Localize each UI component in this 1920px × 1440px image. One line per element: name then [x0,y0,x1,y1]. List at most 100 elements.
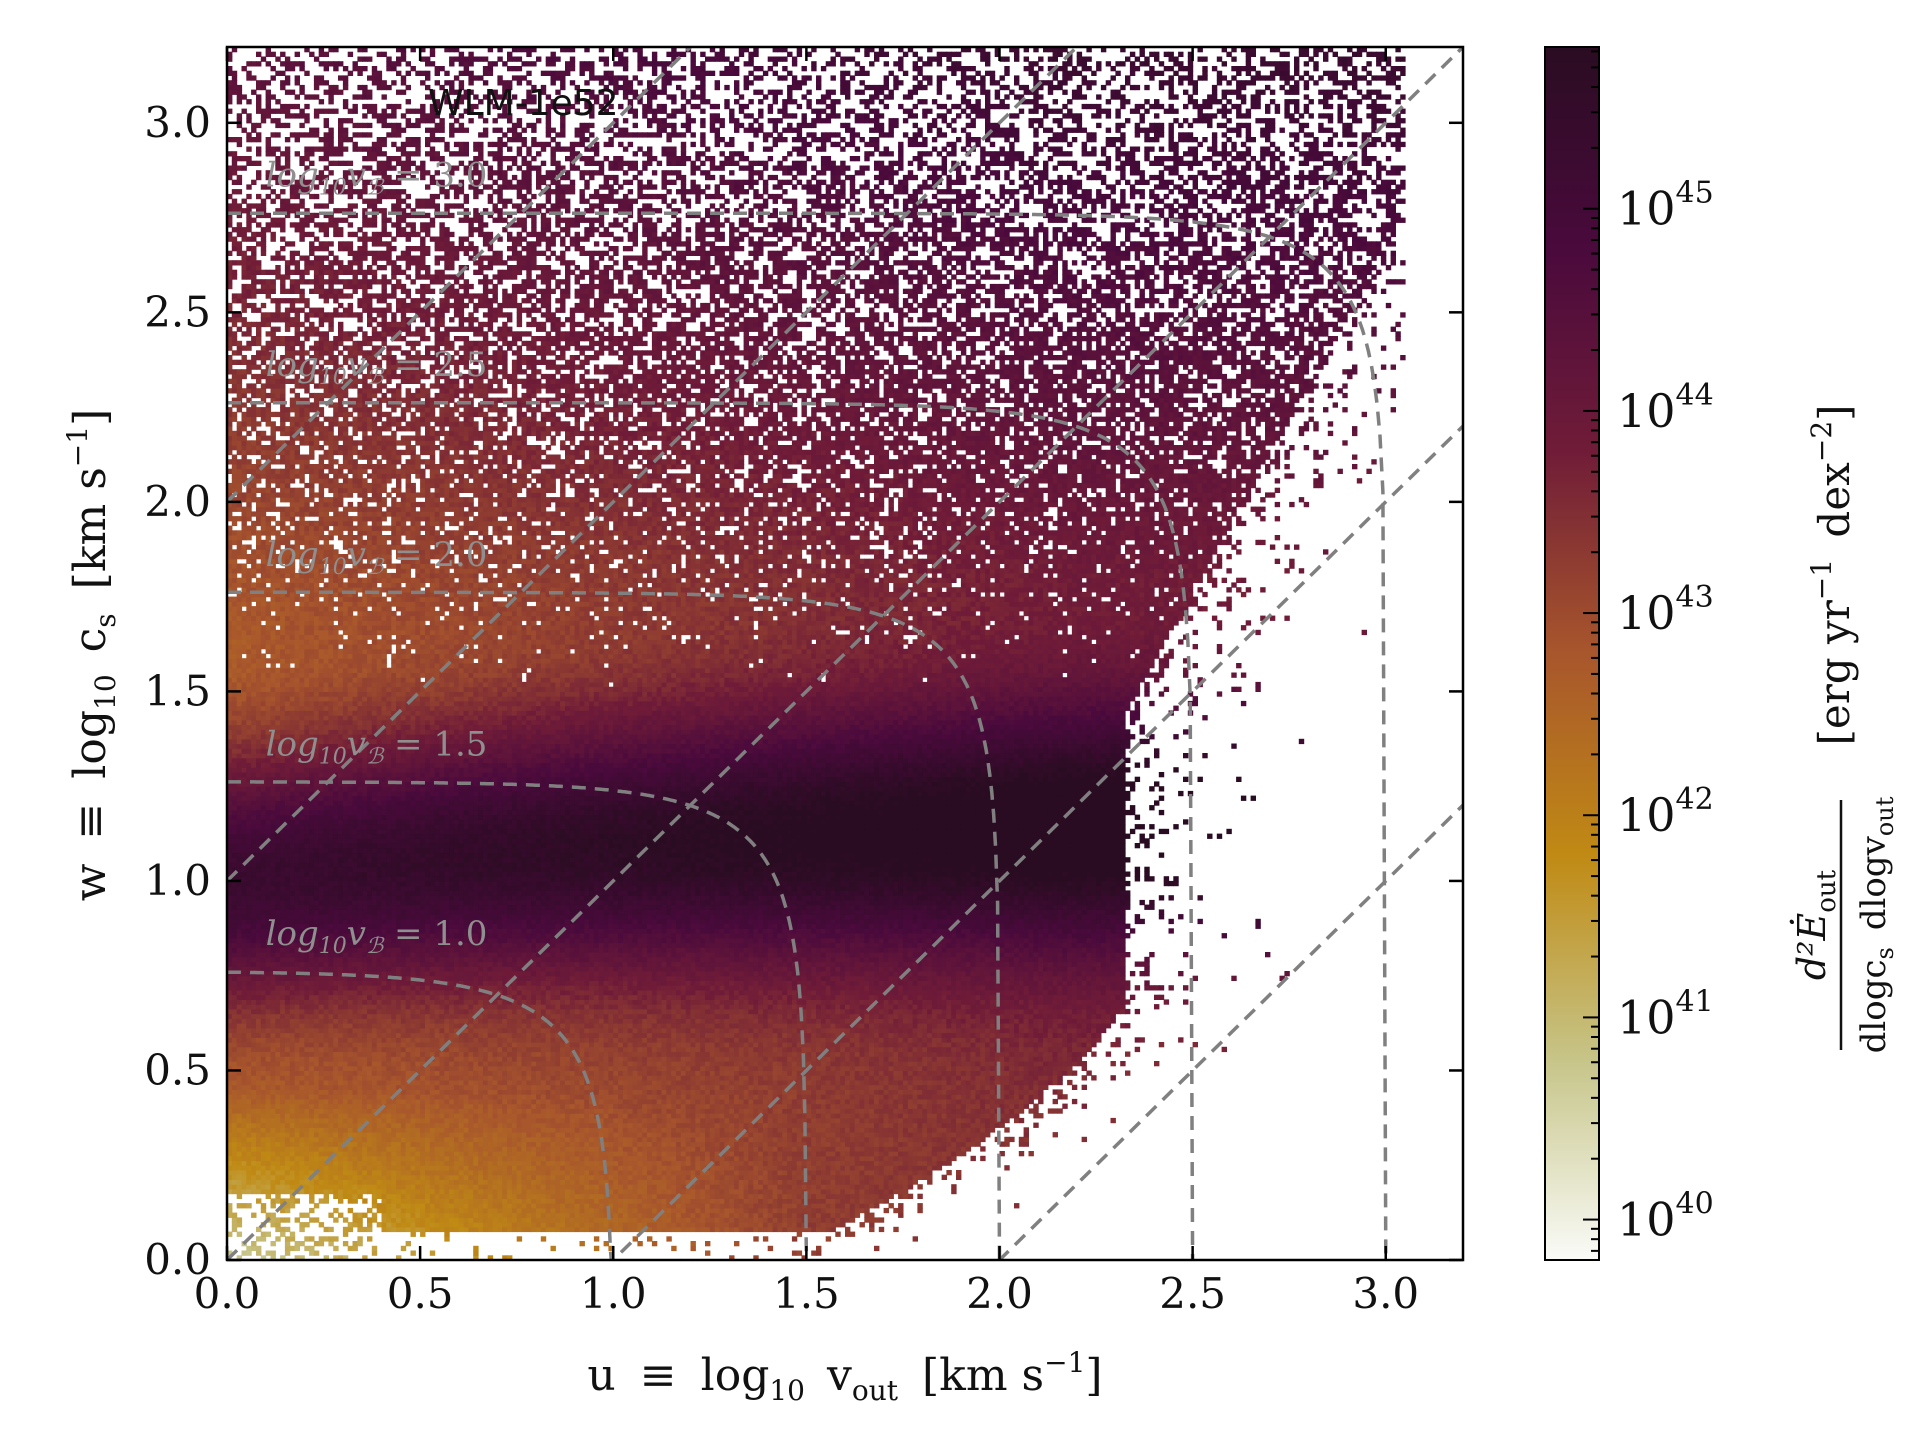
heatmap-cell [275,1080,280,1085]
heatmap-cell [295,962,300,967]
heatmap-cell [280,455,285,460]
heatmap-cell [242,1184,247,1189]
heatmap-cell [275,834,280,839]
heatmap-cell [237,824,242,829]
heatmap-cell [280,644,285,649]
heatmap-cell [266,1118,271,1123]
heatmap-cell [237,620,242,625]
heatmap-cell [285,843,290,848]
heatmap-cell [251,1123,256,1128]
heatmap-cell [261,232,266,237]
heatmap-cell [261,502,266,507]
heatmap-cell [285,1099,290,1104]
heatmap-cell [271,1014,276,1019]
heatmap-cell [242,687,247,692]
heatmap-cell [232,1165,237,1170]
heatmap-cell [251,1184,256,1189]
heatmap-cell [232,729,237,734]
heatmap-cell [290,1170,295,1175]
heatmap-cell [266,402,271,407]
heatmap-cell [251,957,256,962]
heatmap-cell [246,1132,251,1137]
heatmap-cell [271,1104,276,1109]
heatmap-cell [242,701,247,706]
heatmap-cell [246,284,251,289]
heatmap-cell [266,1194,271,1199]
heatmap-cell [232,1161,237,1166]
heatmap-cell [266,872,271,877]
heatmap-cell [271,94,276,99]
heatmap-cell [242,369,247,374]
heatmap-cell [299,1161,304,1166]
heatmap-cell [256,327,261,332]
heatmap-cell [295,455,300,460]
heatmap-cell [232,1227,237,1232]
heatmap-cell [232,85,237,90]
heatmap-cell [256,786,261,791]
heatmap-cell [261,1151,266,1156]
heatmap-cell [290,289,295,294]
heatmap-cell [285,673,290,678]
heatmap-cell [280,274,285,279]
heatmap-cell [237,1089,242,1094]
heatmap-cell [251,308,256,313]
heatmap-cell [275,109,280,114]
heatmap-cell [256,999,261,1004]
heatmap-cell [246,796,251,801]
heatmap-cell [299,962,304,967]
heatmap-cell [290,1080,295,1085]
heatmap-cell [251,928,256,933]
heatmap-cell [299,1165,304,1170]
heatmap-cell [285,66,290,71]
heatmap-cell [256,289,261,294]
heatmap-cell [242,758,247,763]
heatmap-cell [237,753,242,758]
heatmap-cell [246,943,251,948]
heatmap-cell [261,976,266,981]
heatmap-cell [266,824,271,829]
heatmap-cell [271,488,276,493]
heatmap-cell [285,1113,290,1118]
heatmap-cell [237,1232,242,1237]
heatmap-cell [232,417,237,422]
heatmap-cell [246,450,251,455]
heatmap-cell [246,431,251,436]
heatmap-cell [266,1156,271,1161]
heatmap-cell [290,1137,295,1142]
heatmap-cell [285,848,290,853]
heatmap-cell [232,1146,237,1151]
heatmap-cell [295,393,300,398]
heatmap-cell [295,1033,300,1038]
heatmap-cell [271,222,276,227]
heatmap-cell [256,985,261,990]
heatmap-cell [237,564,242,569]
heatmap-cell [290,597,295,602]
heatmap-cell [275,800,280,805]
heatmap-cell [280,237,285,242]
heatmap-cell [246,1042,251,1047]
heatmap-cell [242,777,247,782]
heatmap-cell [232,464,237,469]
heatmap-cell [275,1056,280,1061]
heatmap-cell [271,1052,276,1057]
heatmap-cell [271,1004,276,1009]
heatmap-cell [242,1028,247,1033]
heatmap-cell [256,943,261,948]
heatmap-cell [237,919,242,924]
heatmap-cell [290,805,295,810]
heatmap-cell [271,606,276,611]
heatmap-cell [266,862,271,867]
heatmap-cell [232,540,237,545]
heatmap-cell [237,445,242,450]
heatmap-cell [237,805,242,810]
heatmap-cell [237,383,242,388]
heatmap-cell [271,810,276,815]
heatmap-cell [256,393,261,398]
heatmap-cell [290,682,295,687]
heatmap-cell [280,682,285,687]
heatmap-cell [256,805,261,810]
heatmap-cell [251,829,256,834]
heatmap-cell [242,710,247,715]
heatmap-cell [275,772,280,777]
heatmap-cell [290,867,295,872]
